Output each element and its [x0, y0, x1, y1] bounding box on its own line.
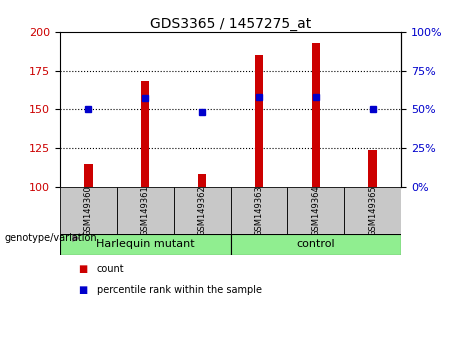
Text: GSM149361: GSM149361 — [141, 185, 150, 236]
Text: control: control — [296, 239, 335, 249]
Bar — [117, 187, 174, 234]
Text: GSM149362: GSM149362 — [198, 185, 207, 236]
Bar — [141, 81, 149, 187]
Bar — [198, 175, 207, 187]
Bar — [84, 164, 93, 187]
Bar — [254, 55, 263, 187]
Text: GSM149364: GSM149364 — [311, 185, 320, 236]
Bar — [230, 234, 401, 255]
Text: GSM149365: GSM149365 — [368, 185, 377, 236]
Bar — [60, 234, 230, 255]
Text: percentile rank within the sample: percentile rank within the sample — [97, 285, 262, 295]
Text: Harlequin mutant: Harlequin mutant — [96, 239, 195, 249]
Text: count: count — [97, 264, 124, 274]
Text: GSM149363: GSM149363 — [254, 185, 263, 236]
Bar — [230, 187, 287, 234]
Bar — [344, 187, 401, 234]
Bar — [287, 187, 344, 234]
Text: ■: ■ — [78, 264, 88, 274]
Text: GSM149360: GSM149360 — [84, 185, 93, 236]
Bar — [312, 43, 320, 187]
Bar — [368, 150, 377, 187]
Bar — [174, 187, 230, 234]
Text: genotype/variation: genotype/variation — [5, 233, 97, 243]
Bar — [60, 187, 117, 234]
Title: GDS3365 / 1457275_at: GDS3365 / 1457275_at — [150, 17, 311, 31]
Text: ■: ■ — [78, 285, 88, 295]
